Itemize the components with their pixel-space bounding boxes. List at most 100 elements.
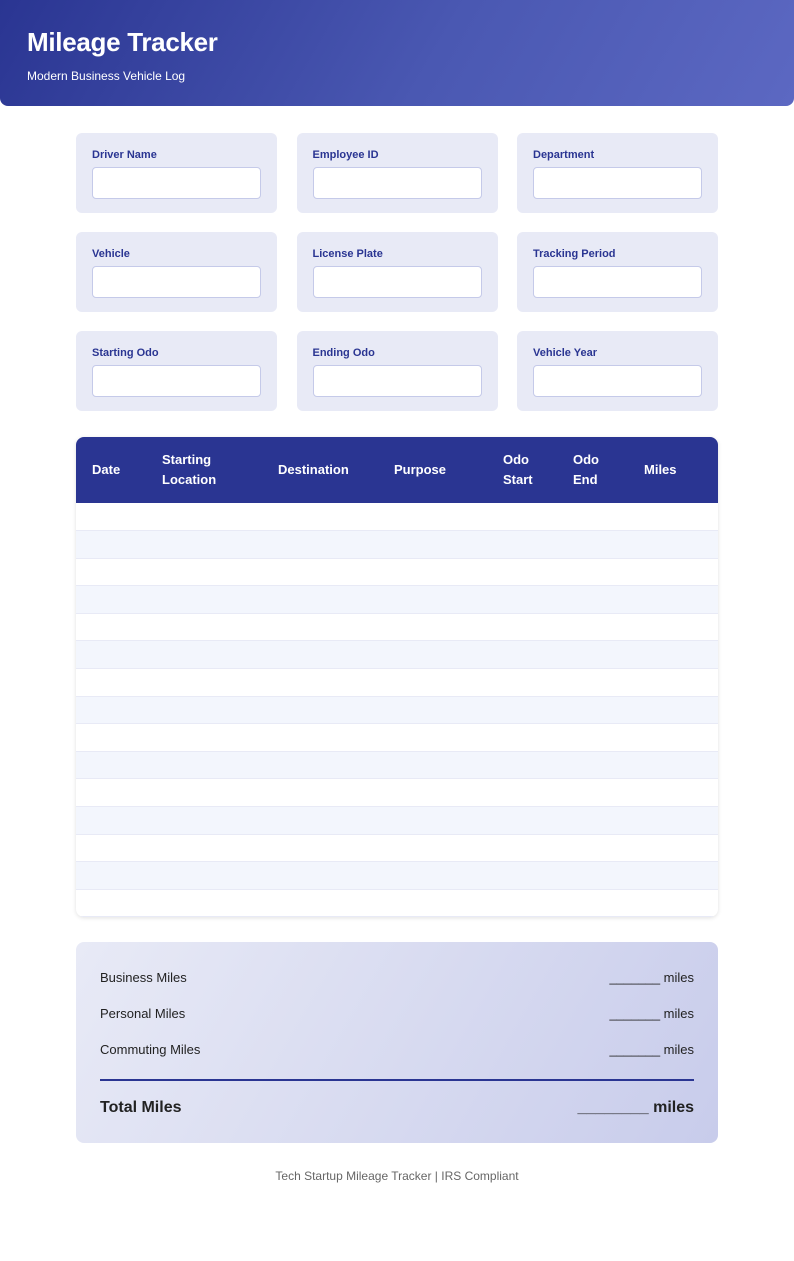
- table-cell[interactable]: [262, 889, 378, 918]
- ending-odo-input[interactable]: [312, 365, 482, 397]
- table-cell[interactable]: [557, 806, 628, 835]
- table-cell[interactable]: [557, 613, 628, 642]
- table-cell[interactable]: [557, 558, 628, 587]
- table-cell[interactable]: [76, 503, 146, 532]
- table-cell[interactable]: [146, 861, 262, 890]
- table-cell[interactable]: [262, 530, 378, 559]
- table-cell[interactable]: [378, 668, 487, 697]
- tracking-period-input[interactable]: [533, 266, 702, 298]
- table-cell[interactable]: [487, 530, 557, 559]
- table-cell[interactable]: [378, 503, 487, 532]
- table-cell[interactable]: [262, 668, 378, 697]
- table-cell[interactable]: [557, 751, 628, 780]
- table-cell[interactable]: [262, 806, 378, 835]
- table-cell[interactable]: [262, 696, 378, 725]
- table-cell[interactable]: [628, 530, 718, 559]
- license-plate-input[interactable]: [312, 266, 482, 298]
- table-cell[interactable]: [487, 723, 557, 752]
- table-cell[interactable]: [146, 558, 262, 587]
- table-cell[interactable]: [487, 778, 557, 808]
- table-cell[interactable]: [557, 723, 628, 752]
- table-cell[interactable]: [628, 585, 718, 614]
- employee-id-input[interactable]: [312, 167, 482, 199]
- table-cell[interactable]: [557, 503, 628, 532]
- table-cell[interactable]: [146, 806, 262, 835]
- table-cell[interactable]: [628, 696, 718, 725]
- table-cell[interactable]: [378, 806, 487, 835]
- table-cell[interactable]: [262, 640, 378, 670]
- vehicle-year-input[interactable]: [533, 365, 702, 397]
- table-cell[interactable]: [487, 585, 557, 614]
- table-cell[interactable]: [557, 668, 628, 697]
- table-cell[interactable]: [487, 613, 557, 642]
- table-cell[interactable]: [378, 861, 487, 890]
- table-cell[interactable]: [487, 889, 557, 918]
- table-cell[interactable]: [378, 585, 487, 614]
- table-cell[interactable]: [262, 585, 378, 614]
- table-cell[interactable]: [146, 889, 262, 918]
- table-cell[interactable]: [146, 640, 262, 670]
- table-cell[interactable]: [76, 668, 146, 697]
- table-cell[interactable]: [76, 696, 146, 725]
- table-cell[interactable]: [76, 834, 146, 863]
- table-cell[interactable]: [557, 585, 628, 614]
- table-cell[interactable]: [557, 889, 628, 918]
- table-cell[interactable]: [378, 530, 487, 559]
- table-cell[interactable]: [557, 640, 628, 670]
- table-cell[interactable]: [262, 723, 378, 752]
- table-cell[interactable]: [628, 834, 718, 863]
- table-cell[interactable]: [487, 558, 557, 587]
- table-cell[interactable]: [262, 751, 378, 780]
- table-cell[interactable]: [378, 751, 487, 780]
- table-cell[interactable]: [146, 668, 262, 697]
- table-cell[interactable]: [628, 640, 718, 670]
- table-cell[interactable]: [628, 723, 718, 752]
- table-cell[interactable]: [76, 861, 146, 890]
- table-cell[interactable]: [378, 558, 487, 587]
- table-cell[interactable]: [76, 640, 146, 670]
- table-cell[interactable]: [76, 889, 146, 918]
- table-cell[interactable]: [487, 696, 557, 725]
- table-cell[interactable]: [146, 696, 262, 725]
- table-cell[interactable]: [262, 613, 378, 642]
- table-cell[interactable]: [76, 723, 146, 752]
- table-cell[interactable]: [76, 530, 146, 559]
- table-cell[interactable]: [628, 503, 718, 532]
- table-cell[interactable]: [557, 861, 628, 890]
- table-cell[interactable]: [487, 861, 557, 890]
- table-cell[interactable]: [146, 778, 262, 808]
- department-input[interactable]: [533, 167, 702, 199]
- table-cell[interactable]: [628, 889, 718, 918]
- table-cell[interactable]: [628, 778, 718, 808]
- table-cell[interactable]: [76, 558, 146, 587]
- vehicle-input[interactable]: [92, 266, 261, 298]
- table-cell[interactable]: [557, 834, 628, 863]
- table-cell[interactable]: [487, 503, 557, 532]
- table-cell[interactable]: [262, 861, 378, 890]
- table-cell[interactable]: [378, 613, 487, 642]
- table-cell[interactable]: [76, 806, 146, 835]
- table-cell[interactable]: [487, 668, 557, 697]
- table-cell[interactable]: [146, 530, 262, 559]
- table-cell[interactable]: [378, 834, 487, 863]
- table-cell[interactable]: [487, 834, 557, 863]
- table-cell[interactable]: [378, 723, 487, 752]
- table-cell[interactable]: [146, 585, 262, 614]
- table-cell[interactable]: [487, 751, 557, 780]
- table-cell[interactable]: [557, 778, 628, 808]
- table-cell[interactable]: [262, 558, 378, 587]
- table-cell[interactable]: [76, 613, 146, 642]
- table-cell[interactable]: [146, 503, 262, 532]
- table-cell[interactable]: [628, 668, 718, 697]
- table-cell[interactable]: [628, 613, 718, 642]
- table-cell[interactable]: [76, 778, 146, 808]
- table-cell[interactable]: [146, 723, 262, 752]
- table-cell[interactable]: [628, 751, 718, 780]
- table-cell[interactable]: [76, 585, 146, 614]
- table-cell[interactable]: [146, 751, 262, 780]
- table-cell[interactable]: [378, 889, 487, 918]
- table-cell[interactable]: [262, 778, 378, 808]
- table-cell[interactable]: [487, 640, 557, 670]
- table-cell[interactable]: [76, 751, 146, 780]
- table-cell[interactable]: [628, 558, 718, 587]
